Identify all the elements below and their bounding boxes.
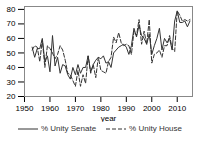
svg-text:20: 20 (7, 92, 16, 101)
html-text:% Unity House: % Unity House (129, 124, 182, 133)
svg-text:80: 80 (7, 5, 16, 14)
svg-text:1950: 1950 (16, 104, 34, 113)
svg-text:1980: 1980 (92, 104, 110, 113)
svg-text:year: year (101, 114, 117, 123)
svg-text:2000: 2000 (143, 104, 161, 113)
svg-text:70: 70 (7, 19, 16, 28)
svg-text:30: 30 (7, 78, 16, 87)
svg-text:1990: 1990 (117, 104, 135, 113)
svg-text:1960: 1960 (41, 104, 59, 113)
svg-text:60: 60 (7, 34, 16, 43)
html-text:% Unity Senate: % Unity Senate (41, 124, 97, 133)
svg-text:1970: 1970 (67, 104, 85, 113)
svg-text:2010: 2010 (168, 104, 186, 113)
svg-text:50: 50 (7, 49, 16, 58)
svg-text:40: 40 (7, 63, 16, 72)
